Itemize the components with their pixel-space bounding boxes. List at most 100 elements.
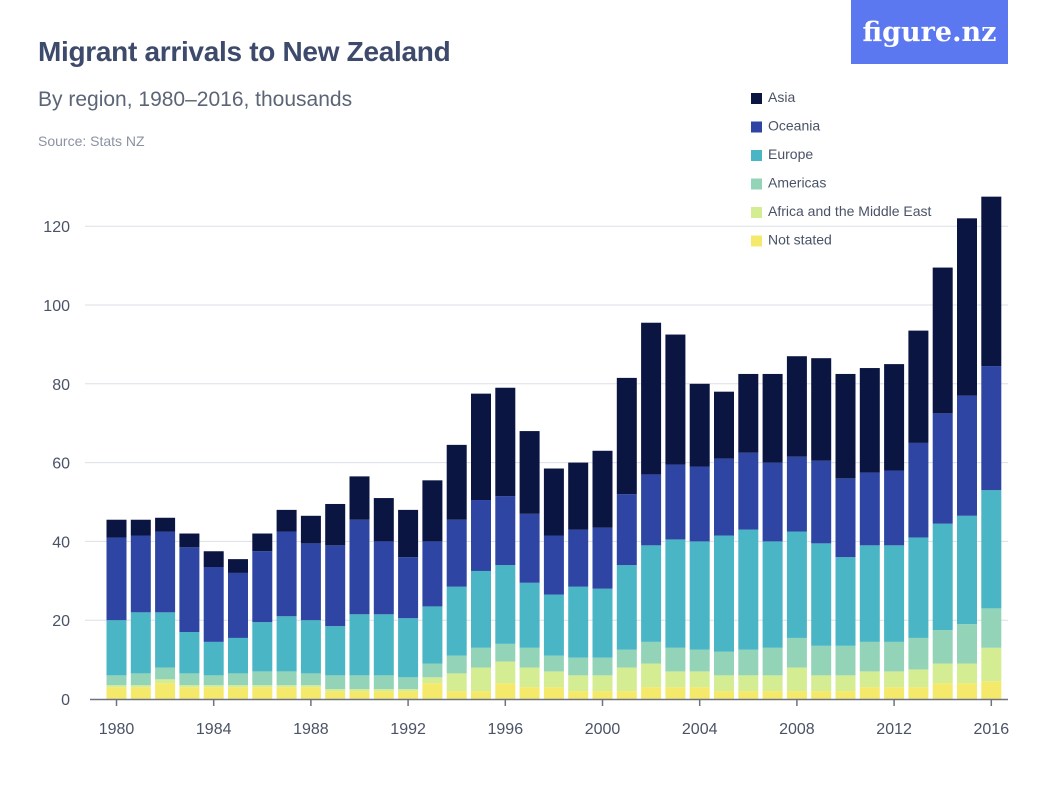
- bar-segment: [276, 687, 297, 699]
- bar-stack: [957, 218, 977, 699]
- bar-segment: [592, 588, 613, 658]
- bar-stack: [228, 559, 248, 699]
- x-tick-label: 1996: [488, 721, 524, 738]
- bar-segment: [179, 632, 200, 674]
- bar-segment: [471, 570, 491, 648]
- bar-segment: [106, 675, 127, 686]
- bar-stack: [665, 334, 686, 699]
- bar-segment: [325, 626, 346, 676]
- bar-segment: [252, 533, 273, 552]
- bar-segment: [300, 543, 321, 621]
- bar-segment: [203, 687, 224, 699]
- bar-segment: [568, 462, 589, 530]
- legend-item[interactable]: Europe: [751, 146, 813, 162]
- bar-segment: [349, 476, 370, 520]
- bar-stack: [835, 373, 856, 699]
- y-tick-label: 80: [52, 377, 70, 394]
- bar-segment: [957, 395, 977, 516]
- bar-segment: [714, 391, 734, 459]
- bar-segment: [519, 582, 540, 648]
- bar-segment: [957, 218, 977, 396]
- bar-segment: [714, 675, 734, 692]
- bar-segment: [203, 641, 224, 676]
- legend-item[interactable]: Oceania: [751, 118, 820, 134]
- bar-segment: [835, 557, 856, 646]
- bar-segment: [446, 444, 467, 520]
- bar-segment: [203, 567, 224, 642]
- bar-segment: [543, 594, 564, 656]
- bar-segment: [325, 689, 346, 692]
- bar-segment: [932, 523, 953, 631]
- legend-item[interactable]: Americas: [751, 175, 826, 191]
- bar-segment: [130, 612, 151, 674]
- bar-stack: [155, 517, 176, 699]
- bar-segment: [932, 267, 953, 414]
- chart-title: Migrant arrivals to New Zealand: [38, 36, 451, 67]
- y-axis-ticks: 0 20 40 60 80 100 120: [43, 219, 70, 709]
- bar-segment: [252, 622, 273, 672]
- bar-segment: [446, 655, 467, 674]
- bar-segment: [568, 657, 589, 676]
- bar-segment: [300, 620, 321, 674]
- bar-segment: [300, 515, 321, 544]
- bar-segment: [300, 673, 321, 686]
- bar-segment: [835, 691, 856, 699]
- bar-stack: [859, 368, 880, 699]
- bar-segment: [519, 667, 540, 688]
- bar-segment: [300, 685, 321, 688]
- bar-segment: [130, 673, 151, 686]
- bar-segment: [859, 545, 880, 642]
- bar-stack: [616, 377, 637, 699]
- bar-segment: [835, 675, 856, 692]
- x-axis-ticks: 1980 1984 1988 1992 1996 2000 2004 2008 2012 2016: [99, 699, 1009, 738]
- legend-item[interactable]: Asia: [751, 89, 795, 105]
- figure-nz-logo[interactable]: figure.nz: [851, 0, 1008, 64]
- legend: Asia Oceania Europe Americas Africa and the …: [751, 89, 932, 248]
- bar-segment: [130, 535, 151, 613]
- bar-segment: [786, 531, 807, 638]
- bar-segment: [835, 373, 856, 479]
- bar-stack: [762, 373, 783, 699]
- bar-stack: [252, 533, 273, 699]
- bar-segment: [276, 616, 297, 672]
- bar-segment: [811, 460, 832, 544]
- legend-item[interactable]: Not stated: [751, 232, 832, 248]
- bar-segment: [616, 565, 637, 650]
- legend-item[interactable]: Africa and the Middle East: [751, 203, 932, 219]
- bar-segment: [398, 689, 419, 692]
- bar-segment: [446, 691, 467, 699]
- bar-segment: [422, 663, 443, 678]
- bar-segment: [762, 675, 783, 692]
- bar-segment: [519, 647, 540, 668]
- bar-segment: [495, 661, 516, 684]
- bar-stack: [519, 431, 540, 699]
- bar-segment: [981, 490, 1002, 609]
- bar-segment: [155, 679, 176, 684]
- bar-segment: [616, 377, 637, 495]
- bar-segment: [349, 691, 370, 699]
- bar-stack: [908, 330, 929, 699]
- bar-segment: [373, 498, 394, 542]
- bar-stack: [568, 462, 589, 699]
- x-tick-label: 2008: [779, 721, 815, 738]
- bar-segment: [422, 677, 443, 684]
- bar-segment: [276, 685, 297, 688]
- bar-segment: [179, 547, 200, 633]
- bar-segment: [398, 557, 419, 619]
- bar-segment: [714, 458, 734, 536]
- bar-segment: [641, 687, 662, 699]
- bar-segment: [714, 535, 734, 652]
- bar-segment: [106, 537, 127, 621]
- bar-segment: [422, 606, 443, 664]
- bar-segment: [373, 614, 394, 676]
- bar-stack: [738, 373, 759, 699]
- bar-segment: [859, 671, 880, 688]
- bar-segment: [471, 691, 491, 699]
- bar-segment: [349, 519, 370, 615]
- bar-segment: [714, 691, 734, 699]
- bar-segment: [932, 630, 953, 664]
- bar-segment: [203, 551, 224, 568]
- bar-segment: [811, 645, 832, 676]
- bar-segment: [592, 527, 613, 589]
- bar-segment: [665, 647, 686, 672]
